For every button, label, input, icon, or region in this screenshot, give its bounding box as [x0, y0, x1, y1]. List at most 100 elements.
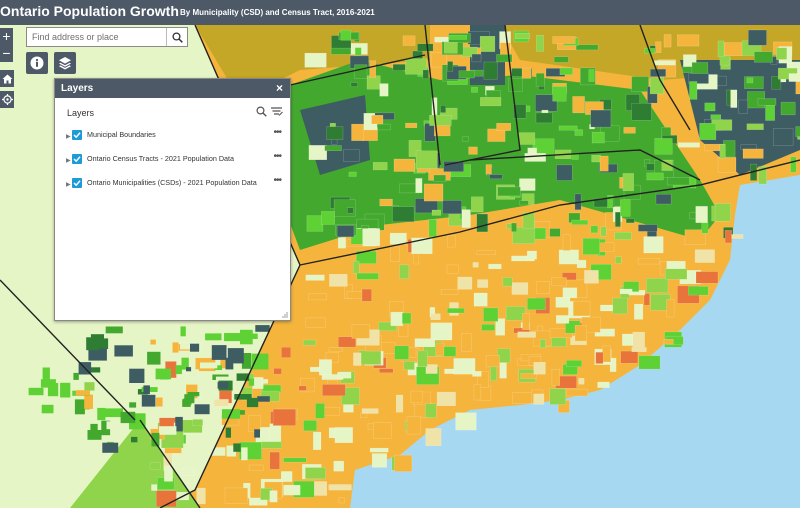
census-tract[interactable] [42, 367, 50, 383]
census-tract[interactable] [415, 150, 438, 169]
census-tract[interactable] [524, 153, 546, 162]
census-tract[interactable] [471, 87, 478, 93]
census-tract[interactable] [252, 377, 264, 389]
census-tract[interactable] [260, 390, 280, 402]
census-tract[interactable] [776, 47, 787, 60]
census-tract[interactable] [607, 195, 614, 209]
more-options-icon[interactable]: ••• [273, 175, 281, 186]
census-tract[interactable] [533, 393, 545, 405]
expand-icon[interactable]: ▶ [66, 158, 71, 164]
census-tract[interactable] [369, 60, 377, 78]
census-tract[interactable] [269, 490, 278, 503]
census-tract[interactable] [379, 368, 394, 374]
census-tract[interactable] [522, 313, 530, 330]
census-tract[interactable] [457, 276, 473, 290]
census-tract[interactable] [435, 342, 445, 356]
census-tract[interactable] [358, 350, 382, 365]
census-tract[interactable] [595, 352, 604, 364]
census-tract[interactable] [305, 467, 326, 480]
census-tract[interactable] [248, 415, 261, 432]
census-tract[interactable] [584, 270, 599, 284]
map-canvas[interactable] [0, 25, 800, 508]
census-tract[interactable] [704, 102, 716, 112]
census-tract[interactable] [754, 51, 773, 63]
census-tract[interactable] [257, 396, 270, 402]
census-tract[interactable] [730, 89, 738, 108]
census-tract[interactable] [571, 219, 589, 226]
census-tract[interactable] [234, 394, 252, 400]
census-tract[interactable] [558, 125, 578, 131]
census-tract[interactable] [379, 83, 389, 97]
census-tract[interactable] [461, 333, 472, 352]
census-tract[interactable] [472, 371, 482, 377]
census-tract[interactable] [458, 70, 475, 79]
census-tract[interactable] [476, 213, 489, 233]
census-tract[interactable] [379, 198, 393, 207]
census-tract[interactable] [552, 86, 567, 102]
census-tract[interactable] [143, 385, 150, 395]
census-tract[interactable] [211, 345, 227, 360]
census-tract[interactable] [248, 464, 264, 471]
census-tract[interactable] [272, 408, 296, 426]
census-tract[interactable] [677, 34, 700, 47]
census-tract[interactable] [699, 122, 717, 140]
census-tract[interactable] [186, 369, 200, 378]
census-tract[interactable] [477, 371, 489, 388]
census-tract[interactable] [155, 368, 171, 380]
census-tract[interactable] [102, 442, 119, 453]
census-tract[interactable] [473, 292, 488, 307]
census-tract[interactable] [248, 378, 255, 386]
census-tract[interactable] [204, 423, 217, 432]
census-tract[interactable] [394, 345, 410, 360]
census-tract[interactable] [573, 300, 591, 317]
census-tract[interactable] [591, 154, 601, 163]
more-options-icon[interactable]: ••• [273, 151, 281, 162]
census-tract[interactable] [76, 402, 90, 410]
census-tract[interactable] [631, 347, 647, 352]
census-tract[interactable] [476, 250, 496, 255]
census-tract[interactable] [574, 129, 583, 136]
census-tract[interactable] [354, 64, 368, 79]
census-tract[interactable] [536, 35, 544, 52]
census-tract[interactable] [155, 397, 163, 407]
census-tract[interactable] [631, 102, 652, 121]
census-tract[interactable] [582, 237, 600, 255]
census-tract[interactable] [214, 365, 223, 370]
census-tract[interactable] [422, 69, 429, 79]
census-tract[interactable] [269, 423, 282, 442]
census-tract[interactable] [666, 299, 675, 318]
census-tract[interactable] [663, 339, 674, 345]
census-tract[interactable] [343, 149, 360, 162]
census-tract[interactable] [330, 47, 352, 55]
census-tract[interactable] [549, 388, 566, 405]
expand-icon[interactable]: ▶ [66, 182, 71, 188]
census-tract[interactable] [175, 416, 183, 432]
census-tract[interactable] [483, 61, 498, 80]
census-tract[interactable] [151, 432, 160, 447]
census-tract[interactable] [396, 394, 404, 413]
filter-icon[interactable] [270, 106, 283, 117]
census-tract[interactable] [186, 367, 192, 372]
census-tract[interactable] [533, 362, 546, 375]
census-tract[interactable] [353, 352, 362, 366]
census-tract[interactable] [308, 145, 327, 161]
census-tract[interactable] [90, 423, 98, 431]
census-tract[interactable] [742, 148, 764, 159]
census-tract[interactable] [120, 411, 136, 424]
census-tract[interactable] [83, 438, 93, 444]
census-tract[interactable] [425, 428, 442, 446]
layer-item-municipal-boundaries[interactable]: ▶ Municipal Boundaries ••• [55, 126, 290, 150]
census-tract[interactable] [319, 359, 332, 376]
census-tract[interactable] [151, 484, 158, 491]
census-tract[interactable] [430, 52, 447, 68]
census-tract[interactable] [215, 376, 234, 381]
census-tract[interactable] [337, 371, 352, 379]
census-tract[interactable] [180, 326, 186, 337]
census-tract[interactable] [719, 144, 726, 159]
census-tract[interactable] [104, 408, 123, 418]
census-tract[interactable] [341, 387, 360, 405]
census-tract[interactable] [361, 288, 372, 302]
census-tract[interactable] [612, 297, 628, 315]
census-tract[interactable] [615, 211, 621, 228]
census-tract[interactable] [643, 293, 650, 306]
